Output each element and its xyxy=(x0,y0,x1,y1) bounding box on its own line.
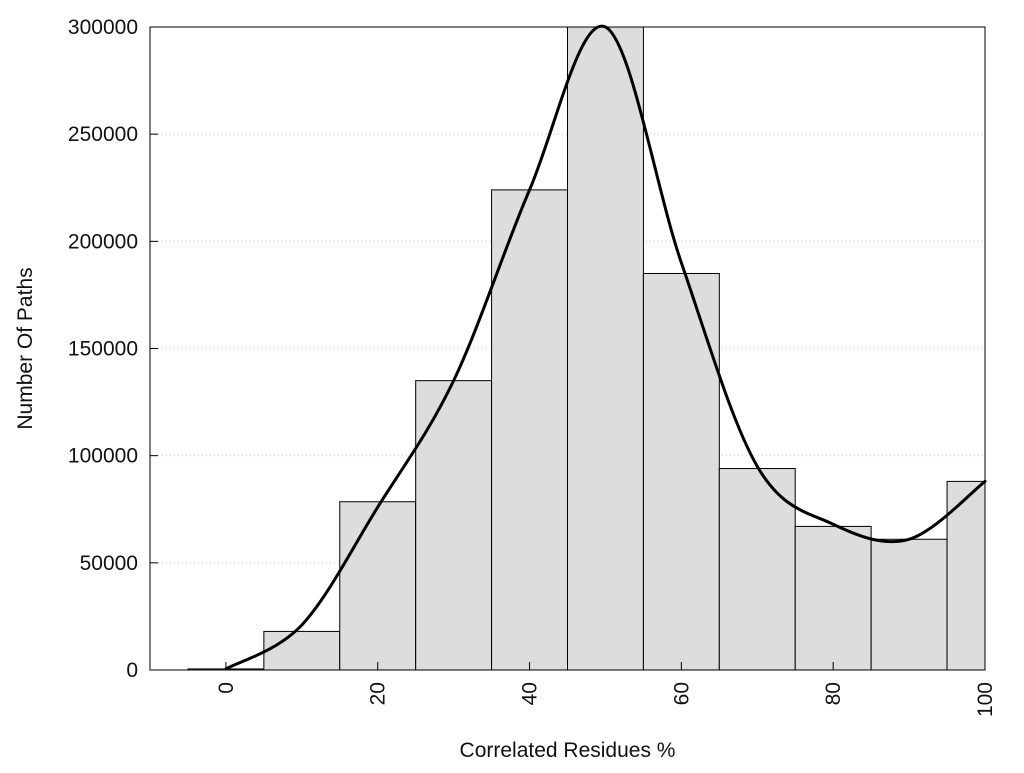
x-tick-label: 20 xyxy=(367,682,390,705)
histogram-bar xyxy=(339,501,417,671)
histogram-bar xyxy=(794,525,872,671)
x-axis-ticks: 0 20 40 60 80 100 xyxy=(215,662,997,717)
histogram-bar xyxy=(491,189,568,671)
y-tick-label: 0 xyxy=(126,659,138,682)
x-tick-label: 40 xyxy=(519,682,542,705)
x-tick-label: 80 xyxy=(822,682,845,705)
x-tick-label: 100 xyxy=(974,682,997,717)
histogram-bar xyxy=(870,538,948,671)
x-axis-label: Correlated Residues % xyxy=(460,739,676,762)
histogram-bar xyxy=(415,380,493,671)
histogram-bar xyxy=(263,630,341,671)
y-axis-label: Number Of Paths xyxy=(14,267,37,429)
x-tick-label: 60 xyxy=(670,682,693,705)
y-tick-label: 100000 xyxy=(68,445,138,468)
y-tick-label: 150000 xyxy=(68,338,138,361)
y-axis-ticks: 0 50000 100000 150000 200000 250000 300000 xyxy=(68,16,158,682)
y-tick-label: 50000 xyxy=(80,552,138,575)
histogram-bar xyxy=(567,26,644,671)
y-tick-label: 200000 xyxy=(68,230,138,253)
x-tick-label: 0 xyxy=(215,682,238,694)
histogram-bars xyxy=(187,26,986,671)
y-tick-label: 250000 xyxy=(68,123,138,146)
histogram-bar xyxy=(642,272,720,671)
y-tick-label: 300000 xyxy=(68,16,138,39)
